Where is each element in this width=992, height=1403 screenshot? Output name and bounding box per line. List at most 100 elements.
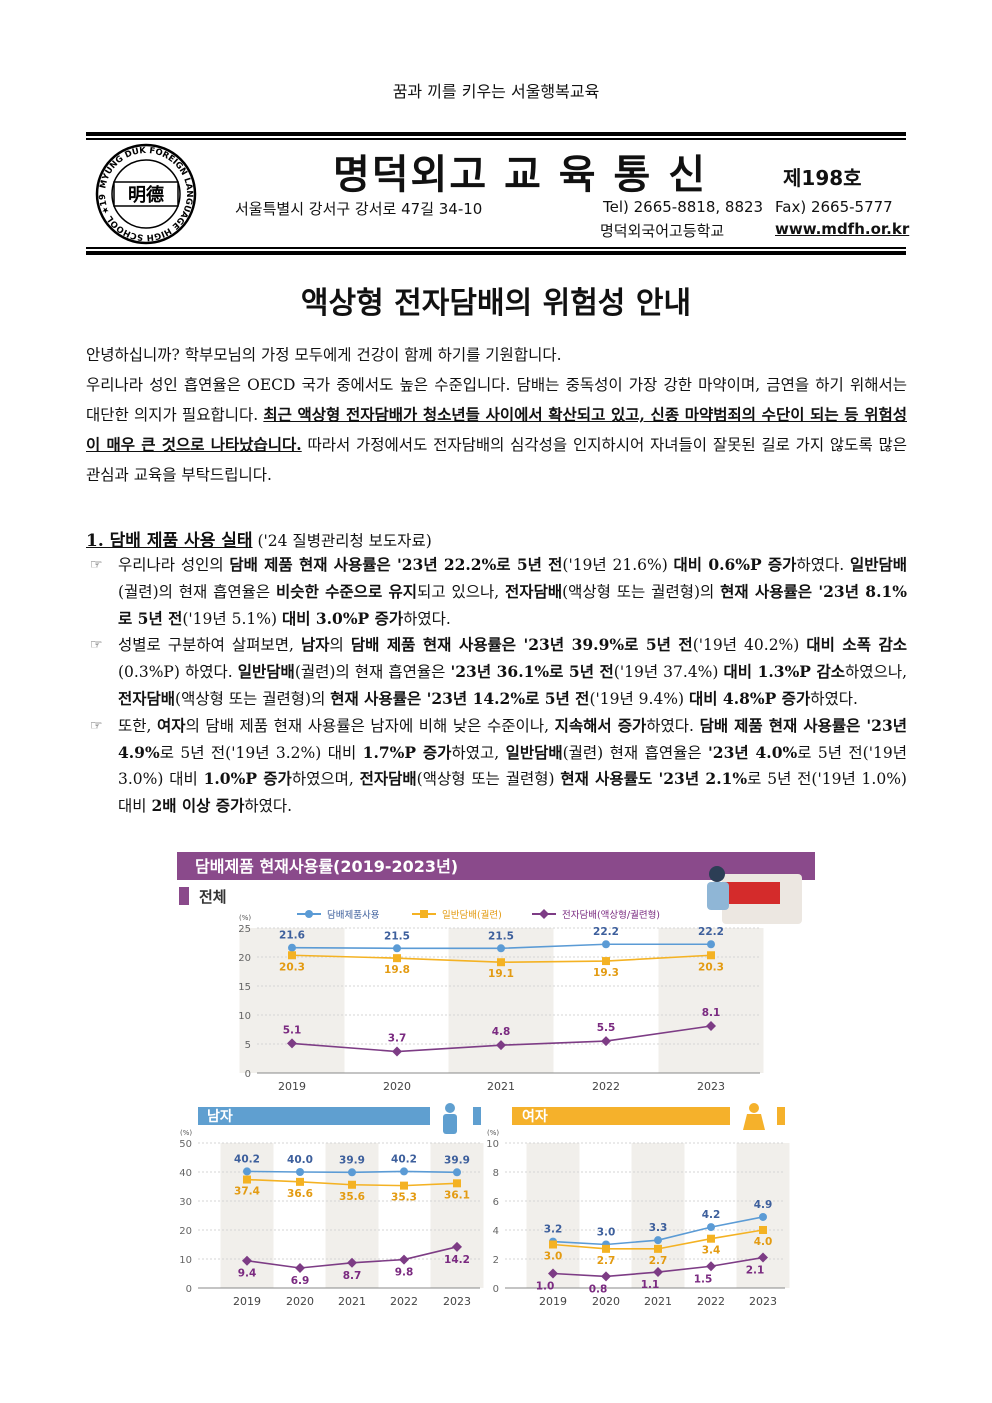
- text-run: ('19년 5.1%): [182, 609, 282, 628]
- document-title: 액상형 전자담배의 위험성 안내: [300, 286, 692, 321]
- text-run: 안녕하십니까? 학부모님의 가정 모두에게 건강이 함께 하기를 기원합니다.: [86, 346, 562, 364]
- text-run: 담배 제품 현재 사용률은 '23년 22.2%로 5년 전: [229, 555, 563, 574]
- data-label: 20.3: [279, 961, 305, 973]
- x-tick-label: 2022: [697, 1295, 725, 1308]
- series-2-point: [399, 1254, 409, 1265]
- text-run: 비슷한 수준으로 유지: [276, 581, 418, 601]
- text-run: 1.7%P 증가: [362, 742, 452, 762]
- series-2-point: [653, 1267, 663, 1278]
- data-label: 2.7: [597, 1255, 616, 1267]
- series-2-point: [758, 1252, 768, 1263]
- text-run: '23년 4.0%: [708, 742, 798, 762]
- data-label: 35.6: [339, 1191, 365, 1203]
- chart-title-total: 전체: [199, 888, 227, 906]
- text-run: 대비 0.6%P 증가: [673, 555, 797, 574]
- text-run: 하였고,: [451, 743, 506, 762]
- series-2-point: [601, 1036, 611, 1047]
- text-run: 대비 소폭 감소: [806, 635, 907, 655]
- data-label: 0.8: [589, 1283, 608, 1295]
- series-2-point: [452, 1241, 462, 1252]
- person-body-icon: [707, 882, 729, 910]
- data-label: 37.4: [234, 1186, 260, 1198]
- text-run: 전자담배: [505, 581, 563, 601]
- text-run: 성별로 구분하여 살펴보면,: [118, 636, 301, 655]
- series-2-point: [601, 1271, 611, 1282]
- data-label: 4.9: [754, 1199, 773, 1211]
- text-run: 로 5년 전('19년 1.0%) 대비: [118, 770, 907, 816]
- text-run: (액상형 또는 궐련형): [416, 770, 561, 789]
- text-run: ('19년 37.4%): [613, 663, 724, 682]
- intro-paragraph: 우리나라 성인 흡연율은 OECD 국가 중에서도 높은 수준입니다. 담배는 …: [86, 370, 907, 490]
- text-run: 우리나라 성인 흡연율은 OECD 국가 중에서도 높은 수준입니다. 담배는 …: [86, 376, 907, 424]
- x-tick-label: 2020: [383, 1080, 411, 1093]
- series-1-point: [400, 1181, 408, 1190]
- section-heading: 1. 담배 제품 사용 실태 ('24 질병관리청 보도자료): [86, 526, 432, 551]
- text-run: (액상형 또는 궐련형)의: [562, 582, 721, 601]
- text-run: 여자: [157, 715, 186, 735]
- header-rule-top-thin: [86, 138, 906, 140]
- data-label: 40.0: [287, 1154, 313, 1166]
- series-0-point: [393, 944, 401, 953]
- y-tick-label: 15: [238, 982, 251, 993]
- motto: 꿈과 끼를 키우는 서울행복교육: [392, 82, 600, 101]
- data-label: 19.8: [384, 964, 410, 976]
- x-tick-label: 2021: [644, 1295, 672, 1308]
- x-tick-label: 2021: [487, 1080, 515, 1093]
- series-1-point: [654, 1244, 662, 1253]
- text-run: 하였다.: [646, 716, 700, 735]
- text-run: 2배 이상 증가: [151, 796, 245, 816]
- data-label: 21.5: [384, 930, 410, 942]
- legend-label: 전자담배(액상형/궐련형): [562, 909, 660, 921]
- bullet-item: ☞ 우리나라 성인의 담배 제품 현재 사용률은 '23년 22.2%로 5년 전…: [90, 552, 907, 632]
- chart-column-band: [631, 1143, 685, 1288]
- data-label: 6.9: [291, 1275, 310, 1287]
- series-0-point: [348, 1168, 356, 1177]
- chart-column-band: [430, 1143, 484, 1288]
- series-1-point: [549, 1240, 557, 1249]
- male-person-icon: [445, 1103, 455, 1113]
- text-run: 대비 4.8%P 증가: [689, 688, 811, 708]
- series-2-point: [242, 1255, 252, 1266]
- school-website-link[interactable]: www.mdfh.or.kr: [775, 220, 910, 238]
- figure-title: 담배제품 현재사용률(2019-2023년): [195, 857, 458, 876]
- series-1-point: [759, 1226, 767, 1234]
- text-run: 하였다.: [796, 556, 850, 574]
- pointing-hand-icon: ☞: [90, 557, 103, 573]
- series-0-point: [296, 1168, 304, 1176]
- text-run: 대비 3.0%P 증가: [281, 608, 404, 628]
- data-label: 3.2: [544, 1224, 563, 1236]
- series-2-point: [706, 1021, 716, 1032]
- data-label: 14.2: [444, 1254, 470, 1266]
- series-1-point: [393, 954, 401, 963]
- bullet-item: ☞ 또한, 여자의 담배 제품 현재 사용률은 남자에 비해 낮은 수준이나, 지…: [90, 713, 907, 820]
- section-source: ('24 질병관리청 보도자료): [252, 532, 432, 550]
- series-0-point: [400, 1167, 408, 1176]
- series-1-point: [296, 1177, 304, 1186]
- chart-column-band: [526, 1143, 580, 1288]
- series-1-point: [602, 957, 610, 966]
- male-person-body: [443, 1114, 457, 1134]
- svg-text:明德: 明德: [128, 184, 164, 206]
- text-run: 담배 제품 현재 사용률은 '23년 39.9%로 5년 전: [350, 635, 693, 655]
- data-label: 2.1: [746, 1265, 765, 1277]
- data-label: 2.7: [649, 1255, 668, 1267]
- y-tick-label: 25: [238, 924, 251, 935]
- legend-1-point: [420, 910, 428, 918]
- text-run: (궐련) 현재 흡연율은: [562, 743, 709, 762]
- series-0-point: [497, 944, 505, 953]
- legend-label: 일반담배(궐련): [442, 909, 502, 921]
- data-label: 3.0: [544, 1251, 563, 1263]
- y-tick-label: 20: [179, 1226, 192, 1237]
- data-label: 39.9: [444, 1154, 470, 1166]
- y-tick-label: 5: [245, 1040, 251, 1051]
- x-tick-label: 2023: [749, 1295, 777, 1308]
- x-tick-label: 2019: [233, 1295, 261, 1308]
- text-run: '23년 36.1%로 5년 전: [450, 662, 614, 682]
- data-label: 3.7: [388, 1033, 407, 1045]
- text-run: 전자담배: [359, 769, 417, 789]
- female-person-body: [743, 1114, 765, 1130]
- school-name: 명덕외국어고등학교: [600, 222, 725, 240]
- y-tick-label: 30: [179, 1197, 192, 1208]
- female-person-icon: [749, 1103, 759, 1113]
